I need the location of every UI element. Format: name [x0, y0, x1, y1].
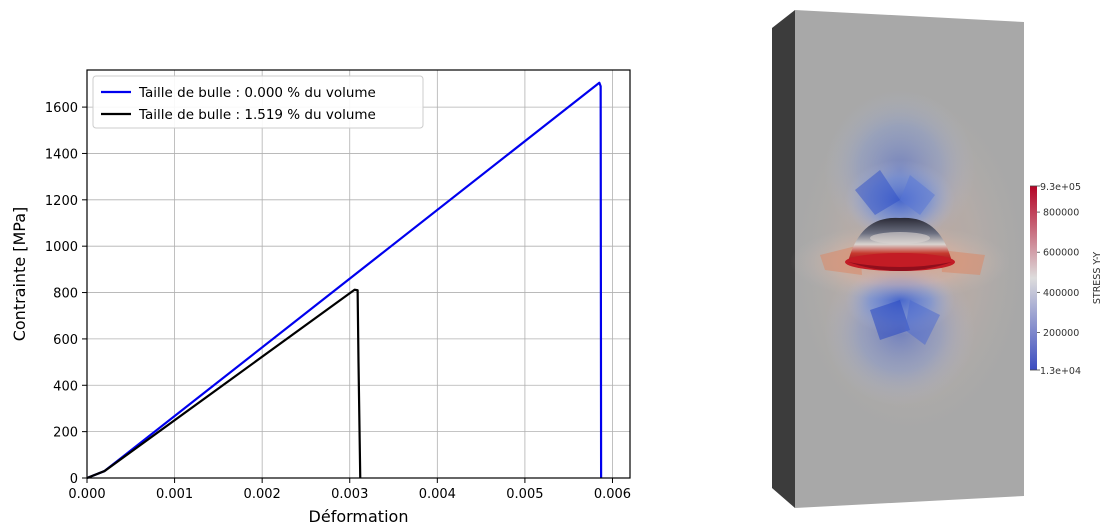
legend-box	[92, 75, 424, 129]
colorbar-tick-label: 400000	[1043, 288, 1079, 299]
x-tick-label: 0.005	[506, 487, 543, 502]
colorbar-title: STRESS Y-Y	[1092, 252, 1103, 304]
y-tick-label: 400	[53, 379, 78, 394]
block-side-face	[772, 10, 795, 508]
x-axis-label: Déformation	[309, 507, 409, 526]
colorbar-tick-label: 600000	[1043, 248, 1079, 259]
x-tick-label: 0.004	[419, 487, 456, 502]
legend: Taille de bulle : 0.000 % du volume Taill…	[92, 75, 424, 129]
y-axis-ticks: 0 200 400 600 800 1000 1200 1400 1600	[45, 101, 87, 487]
y-tick-label: 0	[70, 472, 78, 487]
colorbar-max-label: 9.3e+05	[1040, 182, 1081, 193]
y-tick-label: 1200	[45, 194, 78, 209]
y-tick-label: 200	[53, 426, 78, 441]
x-tick-label: 0.003	[331, 487, 368, 502]
colorbar-tick-label: 200000	[1043, 328, 1079, 339]
x-tick-label: 0.000	[68, 487, 105, 502]
y-tick-label: 1600	[45, 101, 78, 116]
grid	[86, 70, 630, 479]
y-tick-label: 1400	[45, 147, 78, 162]
y-tick-label: 600	[53, 333, 78, 348]
x-tick-label: 0.001	[156, 487, 193, 502]
plot-frame	[86, 69, 631, 479]
legend-label-1: Taille de bulle : 0.000 % du volume	[138, 85, 376, 101]
y-tick-label: 800	[53, 287, 78, 302]
legend-label-2: Taille de bulle : 1.519 % du volume	[138, 107, 376, 123]
colorbar-gradient	[1030, 186, 1037, 370]
stress-field-render: 800000 600000 400000 200000 9.3e+05 1.3e+04…	[772, 10, 1103, 508]
bubble	[845, 217, 955, 271]
y-axis-label: Contrainte [MPa]	[10, 207, 29, 342]
x-tick-label: 0.006	[594, 487, 631, 502]
series-lines	[86, 81, 603, 480]
colorbar-tick-label: 800000	[1043, 208, 1079, 219]
x-axis-ticks: 0.000 0.001 0.002 0.003 0.004 0.005 0.006	[68, 478, 631, 502]
series-line-1	[86, 81, 603, 480]
colorbar: 800000 600000 400000 200000 9.3e+05 1.3e+04…	[1030, 182, 1103, 377]
y-tick-label: 1000	[45, 240, 78, 255]
stress-strain-chart: 0.000 0.001 0.002 0.003 0.004 0.005 0.006 0 200…	[10, 69, 631, 526]
stress-field	[790, 90, 1025, 432]
colorbar-min-label: 1.3e+04	[1040, 366, 1081, 377]
series-line-2	[86, 288, 362, 480]
x-tick-label: 0.002	[244, 487, 281, 502]
